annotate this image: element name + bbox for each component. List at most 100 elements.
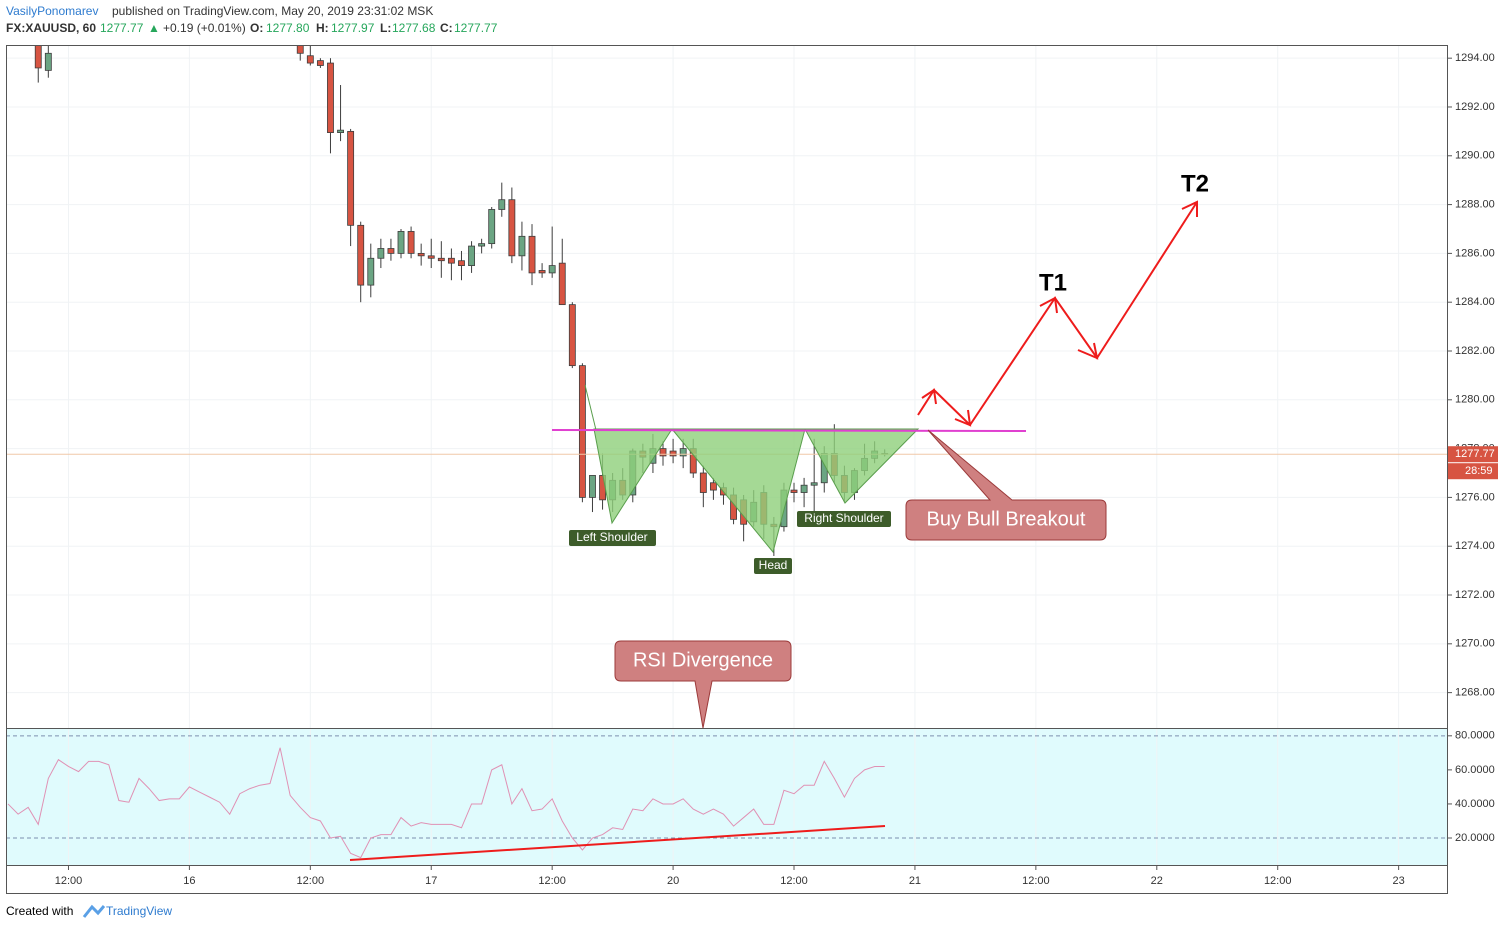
candle-body [306, 55, 314, 64]
candle-body [568, 304, 576, 367]
change: +0.19 (+0.01%) [163, 21, 246, 35]
candle-body [296, 45, 304, 54]
t1-label: T1 [1039, 269, 1067, 296]
y-tick-label: 1292.00 [1455, 101, 1495, 113]
candle-body [578, 365, 586, 498]
candle-body [468, 245, 475, 266]
y-tick-label: 1282.00 [1455, 345, 1495, 357]
author[interactable]: VasilyPonomarev [6, 4, 98, 18]
arrow: ▲ [148, 21, 160, 35]
candle-body [810, 482, 818, 486]
candle-body [498, 199, 506, 210]
high: 1277.97 [331, 21, 375, 35]
x-tick-label: 12:00 [55, 875, 83, 887]
y-tick-label: 1290.00 [1455, 150, 1495, 162]
t2-label: T2 [1181, 170, 1209, 197]
candle-body [699, 472, 707, 493]
candle-body [528, 235, 536, 274]
footer-created: Created with [6, 904, 73, 918]
divergence-callout [614, 640, 792, 728]
rsi-trendline [349, 825, 886, 861]
countdown-tag [1448, 463, 1498, 480]
price: 1277.77 [100, 21, 144, 35]
rsi-pane [6, 735, 1447, 859]
y-tick-label: 1286.00 [1455, 247, 1495, 259]
candle-body [387, 248, 395, 254]
divergence-label: RSI Divergence [633, 649, 773, 671]
label-box [754, 558, 792, 574]
rsi-background [6, 729, 1447, 865]
symbol: FX:XAUUSD, 60 [6, 21, 96, 35]
candle-body [478, 243, 486, 247]
y-tick-label: 1294.00 [1455, 52, 1495, 64]
price-tag-label: 1277.77 [1455, 448, 1495, 460]
x-tick-label: 22 [1151, 875, 1163, 887]
candle-body [508, 199, 516, 257]
candle-body [407, 231, 415, 254]
candle-body [347, 130, 355, 226]
candle-body [790, 489, 798, 493]
published: published on TradingView.com, May 20, 20… [112, 4, 433, 18]
y-tick-label: 1276.00 [1455, 491, 1495, 503]
right-shoulder-label: Right Shoulder [804, 511, 883, 525]
candle-body [679, 448, 687, 457]
candle-body [367, 257, 375, 286]
candle-body [589, 475, 596, 498]
rsi-line [7, 747, 885, 859]
label-box [569, 530, 656, 546]
countdown-label: 28:59 [1465, 465, 1493, 477]
x-tick-label: 12:00 [538, 875, 566, 887]
neckline [551, 429, 1027, 432]
label-box [797, 511, 891, 527]
drawings: Left Shoulder Head Right Shoulder Buy Bu… [551, 170, 1209, 728]
candle-body [558, 262, 566, 306]
low: 1277.68 [392, 21, 436, 35]
candle-body [548, 265, 556, 274]
candle-body [337, 129, 344, 134]
candle-body [427, 255, 435, 259]
candle-body [669, 450, 677, 457]
candle-body [518, 235, 526, 257]
candle-body [44, 52, 52, 71]
x-tick-label: 20 [667, 875, 679, 887]
footer-brand[interactable]: TradingView [106, 904, 172, 918]
y-tick-label: 1270.00 [1455, 638, 1495, 650]
candle-body [488, 209, 496, 245]
rsi-tick-label: 40.0000 [1455, 798, 1495, 810]
pattern-edge [584, 384, 597, 431]
rsi-tick-label: 60.0000 [1455, 764, 1495, 776]
candle-body [458, 260, 465, 266]
arrowheads [921, 200, 1198, 427]
y-tick-label: 1268.00 [1455, 687, 1495, 699]
candle-body [316, 60, 324, 66]
candle-body [709, 482, 717, 491]
y-tick-label: 1272.00 [1455, 589, 1495, 601]
x-tick-label: 12:00 [1264, 875, 1292, 887]
y-tick-label: 1288.00 [1455, 198, 1495, 210]
left-shoulder-shape [593, 428, 673, 525]
legend-line: FX:XAUUSD, 60 1277.77 ▲ +0.19 (+0.01%) O… [6, 21, 498, 35]
price-tag [1448, 446, 1498, 463]
candle-body [417, 252, 425, 257]
x-tick-label: 21 [909, 875, 921, 887]
axes: 12:00 16 12:00 17 12:00 20 12:00 21 12:00 22 12:00… [55, 52, 1498, 887]
x-tick-label: 17 [425, 875, 437, 887]
candle-body [538, 270, 546, 274]
close: 1277.77 [454, 21, 498, 35]
candle-body [357, 224, 365, 286]
close-label: C: [440, 21, 453, 35]
head-shape [670, 428, 806, 554]
breakout-callout [905, 429, 1107, 541]
low-label: L: [380, 21, 391, 35]
rsi-tick-label: 80.0000 [1455, 730, 1495, 742]
y-tick-label: 1284.00 [1455, 296, 1495, 308]
open-label: O: [250, 21, 263, 35]
x-tick-label: 12:00 [1022, 875, 1050, 887]
candle-body [34, 45, 42, 69]
candle-body [437, 257, 445, 262]
candle-body [327, 62, 334, 134]
x-tick-label: 23 [1393, 875, 1405, 887]
rsi-tick-label: 20.0000 [1455, 832, 1495, 844]
y-tick-label: 1274.00 [1455, 540, 1495, 552]
